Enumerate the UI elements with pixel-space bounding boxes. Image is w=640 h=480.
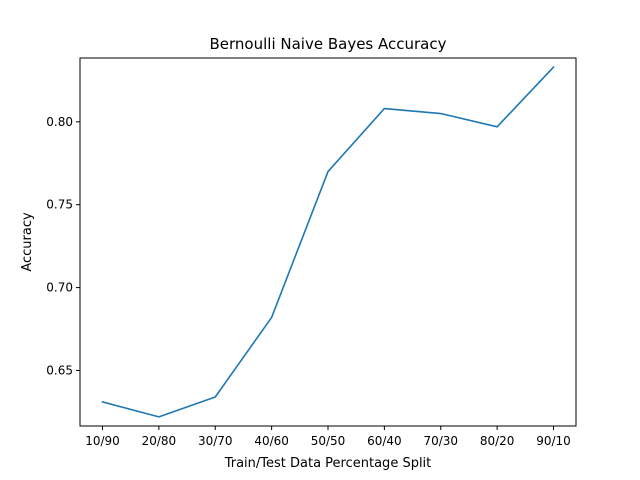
x-tick-label: 80/20	[480, 434, 515, 448]
y-axis: 0.65 0.70 0.75 0.80	[46, 115, 80, 377]
y-tick-label: 0.80	[46, 115, 73, 129]
y-axis-label: Accuracy	[20, 212, 35, 272]
x-tick-label: 60/40	[367, 434, 402, 448]
series-line	[101, 65, 555, 418]
plot-frame	[79, 57, 577, 427]
x-tick-label: 20/80	[142, 434, 177, 448]
x-tick-label: 70/30	[423, 434, 458, 448]
plot-area	[101, 65, 555, 418]
x-tick-label: 10/90	[85, 434, 120, 448]
x-axis: 10/90 20/80 30/70 40/60 50/50 60/40 70/30 80/20…	[85, 426, 571, 448]
x-tick-label: 90/10	[536, 434, 571, 448]
y-tick-label: 0.70	[46, 281, 73, 295]
chart-title: Bernoulli Naive Bayes Accuracy	[210, 35, 447, 53]
y-tick-label: 0.65	[46, 363, 73, 377]
y-tick-label: 0.75	[46, 198, 73, 212]
x-tick-label: 40/60	[254, 434, 289, 448]
x-axis-label: Train/Test Data Percentage Split	[224, 456, 432, 471]
x-tick-label: 30/70	[198, 434, 233, 448]
x-tick-label: 50/50	[311, 434, 346, 448]
